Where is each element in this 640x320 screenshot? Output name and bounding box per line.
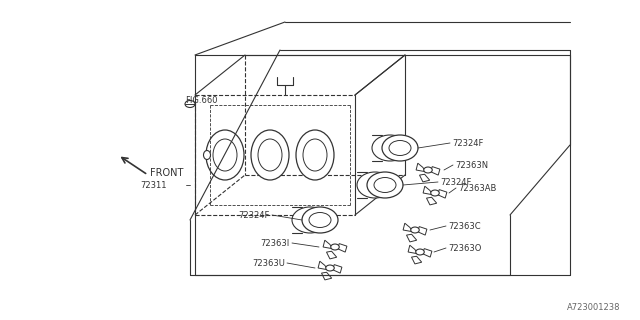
Ellipse shape (206, 130, 244, 180)
Text: 72363C: 72363C (448, 221, 481, 230)
Polygon shape (333, 265, 342, 273)
Polygon shape (426, 197, 436, 205)
Polygon shape (323, 240, 332, 249)
Polygon shape (423, 186, 433, 195)
Polygon shape (403, 223, 412, 232)
Ellipse shape (424, 167, 432, 173)
Text: 72311: 72311 (140, 180, 166, 189)
Polygon shape (326, 251, 337, 259)
Polygon shape (431, 167, 440, 175)
Ellipse shape (292, 207, 328, 233)
Polygon shape (337, 244, 347, 252)
Polygon shape (416, 163, 426, 172)
Ellipse shape (296, 130, 334, 180)
Ellipse shape (204, 150, 211, 159)
Polygon shape (422, 249, 432, 257)
Text: FIG.660: FIG.660 (185, 95, 218, 105)
Ellipse shape (326, 265, 334, 271)
Ellipse shape (331, 244, 339, 250)
Ellipse shape (302, 207, 338, 233)
Polygon shape (406, 234, 417, 242)
Polygon shape (417, 227, 427, 235)
Polygon shape (419, 174, 429, 182)
Ellipse shape (382, 135, 418, 161)
Text: 72363I: 72363I (260, 238, 290, 247)
Ellipse shape (367, 172, 403, 198)
Text: 72363U: 72363U (252, 259, 285, 268)
Text: FRONT: FRONT (150, 168, 184, 178)
Text: 72324F: 72324F (440, 178, 472, 187)
Text: 72324F: 72324F (239, 211, 270, 220)
Text: A723001238: A723001238 (566, 303, 620, 313)
Text: 72363O: 72363O (448, 244, 481, 252)
Ellipse shape (372, 135, 408, 161)
Ellipse shape (431, 190, 439, 196)
Ellipse shape (185, 100, 195, 108)
Ellipse shape (251, 130, 289, 180)
Text: 72324F: 72324F (452, 139, 483, 148)
Text: 72363N: 72363N (455, 161, 488, 170)
Ellipse shape (416, 249, 424, 255)
Polygon shape (408, 245, 417, 254)
Polygon shape (321, 272, 332, 280)
Polygon shape (412, 256, 422, 264)
Polygon shape (318, 261, 328, 270)
Text: 72363AB: 72363AB (458, 183, 497, 193)
Ellipse shape (411, 227, 419, 233)
Ellipse shape (357, 172, 393, 198)
Polygon shape (438, 189, 447, 198)
